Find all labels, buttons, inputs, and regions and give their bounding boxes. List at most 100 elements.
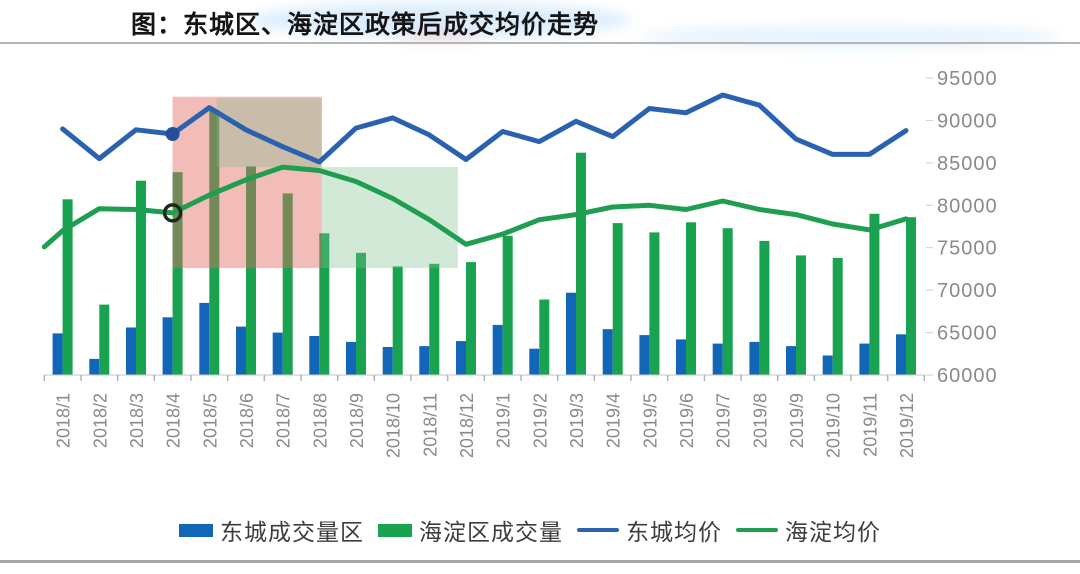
bar (749, 341, 760, 375)
legend-item: 海淀区成交量 (378, 513, 563, 547)
bar (649, 232, 660, 375)
bar (89, 358, 100, 375)
x-tick-label: 2019/8 (750, 393, 770, 448)
x-tick-label: 2018/9 (347, 393, 367, 448)
y-tick-label: 80000 (937, 195, 998, 217)
bar (282, 193, 293, 375)
x-tick-label: 2018/3 (127, 393, 147, 448)
legend-swatch-line (736, 528, 778, 532)
bar (492, 324, 503, 375)
y-tick-label: 65000 (937, 323, 998, 345)
bar (686, 222, 696, 375)
bar (99, 304, 110, 375)
bar (869, 213, 880, 375)
bar (346, 341, 356, 375)
bar (639, 335, 650, 375)
bar-series-1 (62, 110, 916, 375)
bar (356, 252, 366, 375)
bar (319, 233, 330, 375)
x-tick-label: 2018/2 (90, 393, 110, 448)
bar (62, 199, 73, 375)
bar (246, 166, 256, 375)
bar (832, 257, 843, 375)
bar (456, 341, 466, 375)
bar (529, 348, 540, 375)
green-box-lower (321, 167, 458, 269)
legend-item: 海淀均价 (736, 513, 881, 547)
chart-canvas: 2018/1 2018/2 2018/3 2018/4 2018/5 2018/6 2018… (41, 68, 998, 458)
bar (236, 326, 246, 375)
legend-label: 海淀均价 (785, 519, 881, 545)
y-tick-label: 75000 (937, 238, 998, 260)
bar-series-0 (52, 292, 906, 375)
line-series-1 (41, 164, 909, 250)
y-tick-label: 90000 (937, 110, 998, 132)
bar (566, 292, 576, 375)
y-tick-label: 60000 (937, 365, 998, 387)
x-tick-label: 2018/1 (54, 393, 74, 448)
bar (209, 110, 220, 375)
legend-label: 东城成交量区 (220, 519, 364, 545)
x-tick-label: 2018/4 (164, 393, 184, 448)
bar (859, 343, 870, 375)
bar (429, 263, 440, 375)
bars (52, 110, 916, 375)
chart-legend: 东城成交量区 海淀区成交量 东城均价 海淀均价 (0, 513, 1060, 547)
price-lines (41, 92, 909, 250)
legend-swatch-bar (179, 523, 213, 537)
bar (539, 299, 550, 375)
x-tick-label: 2019/9 (787, 393, 807, 448)
x-tick-label: 2019/4 (604, 393, 624, 448)
bar (822, 355, 833, 375)
legend-swatch-line (577, 528, 619, 532)
x-tick-label: 2018/6 (237, 393, 257, 448)
x-tick-label: 2019/12 (897, 393, 917, 458)
y-axis: 95000 90000 85000 80000 75000 70000 65000 60000 (926, 68, 998, 387)
line-series-0 (60, 92, 909, 165)
legend-label: 海淀区成交量 (419, 519, 563, 545)
y-tick-label: 95000 (937, 68, 998, 90)
x-tick-label: 2018/7 (274, 393, 294, 448)
x-tick-label: 2019/3 (567, 393, 587, 448)
y-tick-label: 85000 (937, 153, 998, 175)
bar (126, 327, 136, 375)
red-policy-box (172, 96, 322, 269)
x-tick-label: 2019/7 (714, 393, 734, 448)
x-tick-label: 2019/2 (530, 393, 550, 448)
x-tick-label: 2018/12 (457, 393, 477, 458)
bar (896, 334, 906, 375)
bar (502, 235, 513, 375)
bar (309, 336, 320, 375)
legend-swatch-bar (378, 523, 412, 537)
bar (612, 223, 623, 375)
title-divider-line (0, 42, 1080, 44)
bar (576, 152, 586, 375)
bar (796, 255, 806, 375)
x-tick-label: 2019/5 (640, 393, 660, 448)
x-tick-label: 2019/11 (860, 393, 880, 457)
highlight-regions (172, 96, 458, 269)
bar (466, 262, 476, 375)
legend-label: 东城均价 (626, 519, 722, 545)
policy-marker-dot (165, 127, 180, 141)
x-axis: 2018/1 2018/2 2018/3 2018/4 2018/5 2018/6 2018… (43, 374, 926, 458)
bar (272, 332, 283, 375)
bar (602, 329, 613, 375)
x-tick-label: 2018/5 (200, 393, 220, 448)
bar (676, 339, 686, 375)
bar (906, 217, 916, 375)
bar (382, 347, 393, 375)
bar (759, 240, 770, 375)
x-tick-label: 2019/10 (824, 393, 844, 458)
bar (199, 302, 210, 375)
legend-item: 东城均价 (577, 513, 722, 547)
bar (52, 333, 63, 375)
x-tick-label: 2018/11 (420, 393, 440, 457)
x-tick-label: 2019/6 (677, 393, 697, 448)
bar (786, 346, 796, 375)
bar (162, 317, 173, 375)
bottom-divider-line (0, 560, 1080, 563)
x-tick-label: 2019/1 (494, 393, 514, 448)
x-tick-label: 2018/10 (384, 393, 404, 458)
